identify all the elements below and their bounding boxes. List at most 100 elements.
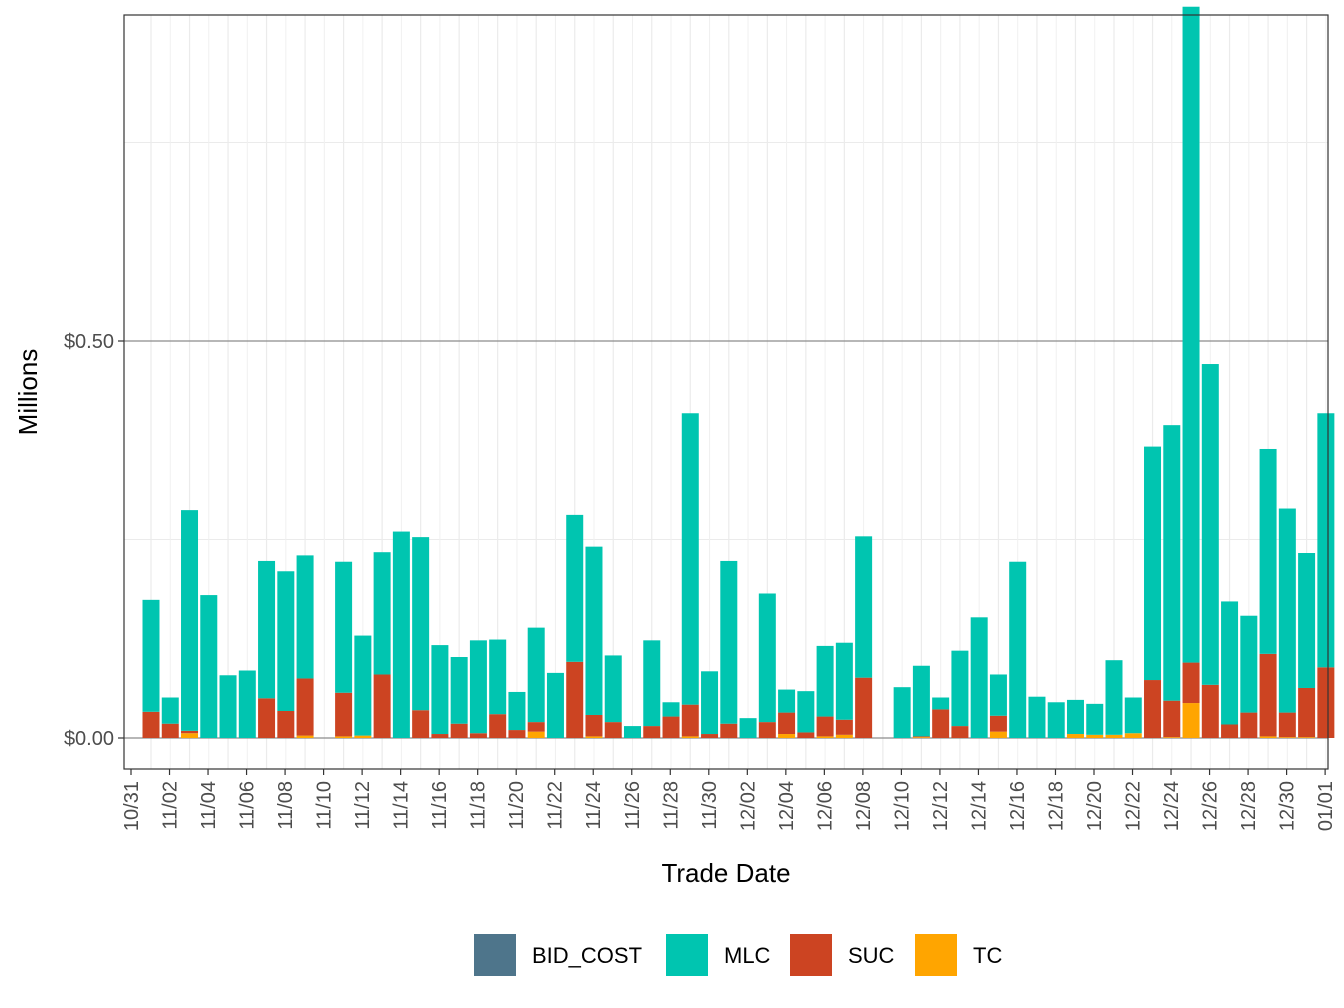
x-tick-label: 12/26 [1200, 781, 1222, 831]
bar-mlc-12-27 [1240, 615, 1258, 713]
bar-mlc-12-14 [989, 674, 1007, 716]
bar-suc-12-05 [816, 716, 834, 737]
bar-suc-12-22 [1144, 680, 1162, 738]
bar-suc-11-23 [585, 714, 603, 737]
bar-mlc-11-01 [161, 697, 179, 724]
bar-mlc-11-24 [604, 655, 622, 723]
bar-suc-11-24 [604, 722, 622, 738]
bar-tc-11-11 [354, 735, 372, 738]
bar-suc-11-14 [412, 710, 430, 738]
bar-mlc-12-05 [816, 645, 834, 717]
bar-tc-11-23 [585, 736, 603, 738]
bar-mlc-12-06 [835, 642, 853, 720]
bar-mlc-11-03 [200, 595, 218, 738]
y-axis: $0.00 $0.50 [64, 331, 124, 750]
bar-tc-12-05 [816, 736, 834, 738]
x-tick-label: 11/20 [506, 781, 528, 830]
bar-suc-11-27 [662, 716, 680, 738]
x-tick-label: 11/02 [160, 781, 182, 830]
bar-tc-11-10 [335, 736, 353, 738]
bar-mlc-11-29 [701, 671, 719, 735]
x-tick-label: 12/10 [891, 781, 913, 831]
bar-suc-12-12 [951, 726, 969, 738]
bar-suc-12-03 [778, 712, 796, 735]
bar-suc-11-06 [258, 698, 276, 738]
bar-mlc-11-30 [720, 560, 738, 724]
bar-suc-12-28 [1259, 653, 1277, 737]
x-tick-label: 12/24 [1161, 781, 1183, 831]
bar-tc-11-08 [296, 735, 314, 738]
bar-tc-11-02 [181, 733, 199, 738]
bar-mlc-11-21 [546, 672, 564, 738]
bar-suc-12-14 [989, 715, 1007, 732]
bar-mlc-11-28 [681, 413, 699, 705]
bar-suc-12-10 [912, 736, 930, 738]
bar-suc-11-19 [508, 730, 526, 738]
bar-suc-11-12 [373, 674, 391, 738]
bar-tc-12-20 [1105, 734, 1123, 738]
bar-mlc-11-02 [181, 510, 199, 731]
x-tick-label: 12/30 [1277, 781, 1299, 831]
bar-mlc-12-24 [1182, 6, 1200, 663]
legend-label-mlc: MLC [724, 943, 771, 968]
bar-tc-12-18 [1066, 734, 1084, 738]
bar-mlc-10-31 [142, 599, 160, 712]
bar-tc-12-29 [1278, 737, 1296, 738]
bar-suc-11-15 [431, 734, 449, 738]
bar-mlc-12-30 [1298, 553, 1316, 688]
bar-mlc-12-07 [855, 536, 873, 678]
bar-tc-12-19 [1086, 734, 1104, 738]
bar-mlc-12-15 [1009, 561, 1027, 738]
x-axis: 10/31 11/02 11/04 11/06 11/08 11/10 11/12 11/14… [121, 769, 1337, 831]
bar-tc-12-30 [1298, 737, 1316, 738]
x-tick-label: 11/16 [429, 781, 451, 830]
bar-suc-11-07 [277, 711, 295, 738]
bar-mlc-12-09 [893, 687, 911, 738]
bar-mlc-11-08 [296, 555, 314, 679]
y-tick-label: $0.00 [64, 728, 114, 750]
x-tick-label: 11/30 [699, 781, 721, 830]
bar-mlc-12-10 [912, 665, 930, 737]
bar-mlc-11-17 [469, 640, 487, 734]
bar-suc-12-26 [1221, 724, 1239, 738]
bar-suc-11-01 [161, 723, 179, 738]
bar-mlc-11-26 [643, 640, 661, 727]
bar-suc-12-04 [797, 732, 815, 738]
bar-mlc-11-10 [335, 561, 353, 693]
legend-label-tc: TC [973, 943, 1002, 968]
bar-mlc-11-23 [585, 546, 603, 715]
x-tick-label: 12/04 [776, 781, 798, 831]
bar-tc-12-23 [1163, 737, 1181, 738]
bar-suc-11-10 [335, 692, 353, 737]
bar-suc-12-27 [1240, 712, 1258, 738]
bar-mlc-11-05 [238, 670, 256, 738]
x-tick-label: 12/02 [737, 781, 759, 831]
bar-suc-12-23 [1163, 700, 1181, 738]
bar-mlc-12-23 [1163, 425, 1181, 701]
bar-mlc-11-12 [373, 552, 391, 675]
bar-mlc-12-04 [797, 691, 815, 733]
bar-suc-11-29 [701, 734, 719, 738]
bar-suc-12-31 [1317, 667, 1335, 738]
bar-tc-11-20 [527, 731, 545, 738]
x-tick-label: 10/31 [121, 781, 143, 831]
bar-mlc-12-26 [1221, 601, 1239, 725]
bar-suc-11-02 [181, 730, 199, 734]
bar-mlc-11-19 [508, 691, 526, 731]
bar-mlc-12-17 [1047, 702, 1065, 738]
x-tick-label: 12/06 [814, 781, 836, 831]
bar-mlc-11-07 [277, 571, 295, 711]
bar-mlc-12-28 [1259, 448, 1277, 654]
bar-mlc-11-20 [527, 627, 545, 723]
x-tick-label: 12/20 [1084, 781, 1106, 831]
bar-mlc-12-03 [778, 689, 796, 713]
bar-mlc-11-13 [392, 531, 410, 738]
x-tick-label: 11/28 [660, 781, 682, 830]
x-tick-label: 11/12 [352, 781, 374, 830]
x-tick-label: 01/01 [1315, 781, 1337, 831]
x-tick-label: 12/16 [1007, 781, 1029, 831]
x-tick-label: 11/22 [545, 781, 567, 830]
bar-mlc-11-25 [624, 726, 641, 738]
x-tick-label: 12/12 [930, 781, 952, 831]
